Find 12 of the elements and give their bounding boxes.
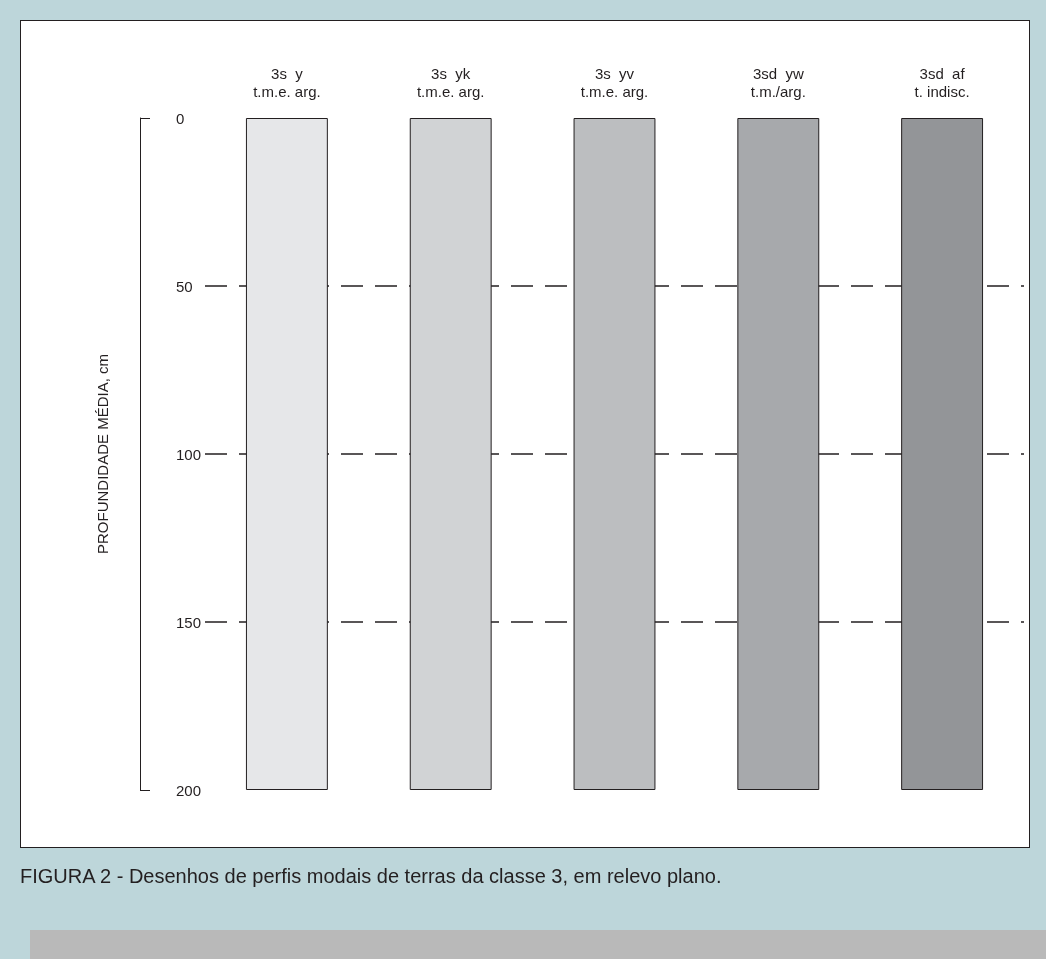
x-tick-label: 3s yk t.m.e. arg. [416,64,485,100]
y-tick-label: 100 [176,445,202,463]
y-tick-label: 200 [176,781,202,799]
y-tick-label: 150 [176,613,202,631]
x-tick-label: 3sd af t. indisc. [914,64,970,100]
y-tick-label: 0 [176,109,185,127]
x-tick-label: 3sd yw t.m./arg. [750,64,806,100]
y-tick-label: 50 [176,277,193,295]
x-tick-label: 3s y t.m.e. arg. [253,64,321,100]
y-axis-title: PROFUNDIDADE MÉDIA, cm [94,353,111,555]
x-tick-label: 3s yv t.m.e. arg. [580,64,649,100]
text: FIGURA 2 - Desenhos de perfis modais de terras da classe 3, em relevo plano. [20,865,722,888]
